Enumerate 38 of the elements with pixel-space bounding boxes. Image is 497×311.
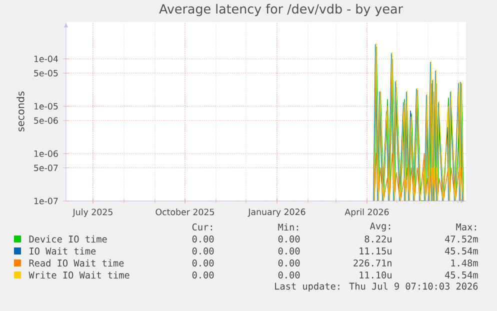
- text: Avg:: [370, 222, 390, 232]
- text: 11.15u: [360, 248, 392, 254]
- text: Last update: Thu Jul 9 07:10:03 2026: [275, 282, 478, 292]
- text: 1.48m: [451, 259, 478, 267]
- x-tick-label: July 2025: [72, 208, 112, 217]
- y-tick-label: 5e-07: [34, 164, 58, 172]
- text: Cur:: [192, 223, 212, 231]
- y-tick-label: 5e-06: [34, 117, 58, 124]
- text: 0.00: [192, 271, 214, 279]
- text: 45.54m: [445, 248, 478, 254]
- text: 11.10u: [360, 271, 392, 279]
- text: Max:: [456, 224, 476, 230]
- text: 45.54m: [445, 272, 478, 278]
- text: 47.52m: [445, 235, 478, 243]
- text: 0.00: [192, 259, 214, 267]
- text: 8.22u: [364, 235, 392, 243]
- text: 0.00: [278, 271, 300, 279]
- text: 226.71n: [354, 259, 392, 267]
- legend-label: Device IO time: [29, 235, 107, 243]
- text: 0.00: [192, 235, 214, 243]
- y-tick-label: 1e-07: [34, 198, 58, 204]
- text: 0.00: [192, 247, 214, 255]
- chart-title: Average latency for /dev/vdb - by year: [159, 4, 403, 16]
- y-axis-title: seconds: [16, 92, 24, 132]
- text: 0.00: [278, 247, 300, 255]
- y-tick-label: 5e-05: [34, 70, 58, 76]
- x-tick-label: January 2026: [248, 208, 306, 217]
- legend-label: IO Wait time: [30, 247, 96, 255]
- x-tick-label: October 2025: [156, 208, 214, 216]
- text: 0.00: [278, 259, 300, 267]
- y-tick-label: 1e-04: [34, 56, 58, 62]
- text: Min:: [278, 223, 298, 231]
- x-tick-label: April 2026: [344, 208, 389, 217]
- y-tick-label: 1e-05: [34, 102, 58, 110]
- y-tick-label: 1e-06: [34, 150, 58, 157]
- legend-label: Write IO Wait time: [28, 271, 130, 279]
- legend-label: Read IO Wait time: [29, 259, 124, 267]
- text: 0.00: [278, 235, 300, 243]
